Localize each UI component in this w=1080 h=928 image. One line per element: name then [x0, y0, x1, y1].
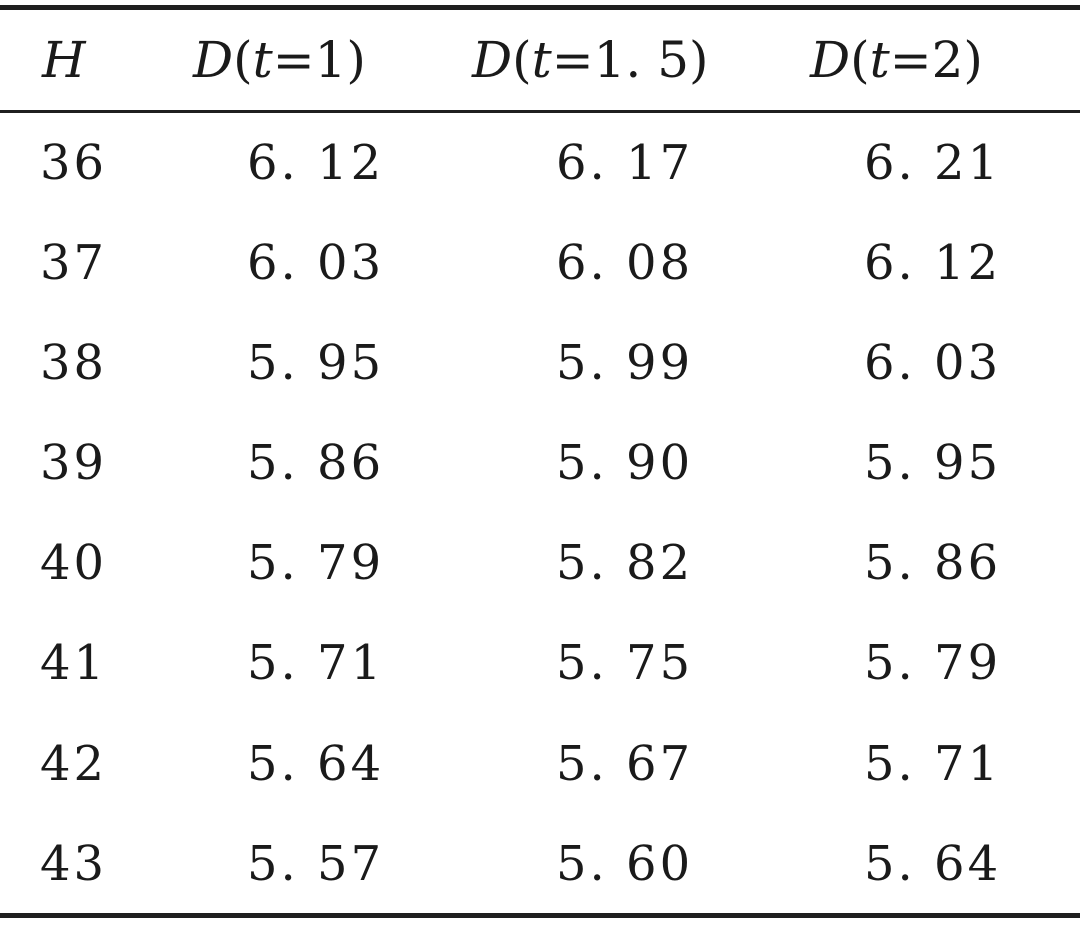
cell-d-t2: 6. 21 [864, 135, 1002, 191]
cell-d-t1: 5. 79 [247, 535, 385, 592]
header-d-t1-5: D(t=1. 5) [472, 10, 709, 110]
header-d-t1-5-open: ( [512, 31, 532, 89]
header-h: H [42, 10, 86, 110]
table-bottom-rule [0, 913, 1080, 918]
table-row: 36 6. 12 6. 17 6. 21 [0, 113, 1080, 213]
cell-d-t1-5: 5. 67 [556, 735, 694, 792]
cell-d-t1-5: 5. 99 [556, 335, 694, 392]
cell-d-t1: 6. 12 [247, 135, 385, 191]
cell-h: 38 [40, 335, 108, 392]
cell-h: 41 [40, 635, 108, 692]
header-d-t1-t: t [252, 31, 273, 89]
header-h-label: H [42, 31, 86, 89]
table-row: 40 5. 79 5. 82 5. 86 [0, 513, 1080, 613]
header-d-t1-5-var: D [472, 31, 513, 89]
table-row: 39 5. 86 5. 90 5. 95 [0, 413, 1080, 513]
header-d-t1-rest: =1) [272, 31, 366, 89]
cell-d-t1: 5. 86 [247, 435, 385, 492]
cell-d-t1-5: 5. 60 [556, 835, 694, 892]
cell-d-t1: 5. 57 [247, 835, 385, 892]
header-d-t1-5-t: t [531, 31, 552, 89]
cell-d-t1: 5. 71 [247, 635, 385, 692]
table-top-rule [0, 5, 1080, 10]
table-row: 41 5. 71 5. 75 5. 79 [0, 613, 1080, 713]
cell-h: 39 [40, 435, 108, 492]
cell-d-t2: 5. 64 [864, 835, 1002, 892]
header-d-t1-open: ( [233, 31, 253, 89]
cell-h: 43 [40, 835, 108, 892]
cell-d-t1-5: 5. 82 [556, 535, 694, 592]
cell-d-t2: 5. 86 [864, 535, 1002, 592]
table-header-row: H D(t=1) D(t=1. 5) D(t=2) [0, 10, 1080, 110]
cell-h: 36 [40, 135, 108, 191]
table-row: 38 5. 95 5. 99 6. 03 [0, 313, 1080, 413]
cell-d-t1-5: 5. 90 [556, 435, 694, 492]
table-body: 36 6. 12 6. 17 6. 21 37 6. 03 6. 08 6. 1… [0, 113, 1080, 914]
cell-d-t2: 5. 95 [864, 435, 1002, 492]
table-row: 43 5. 57 5. 60 5. 64 [0, 814, 1080, 914]
table-row: 37 6. 03 6. 08 6. 12 [0, 213, 1080, 313]
cell-h: 40 [40, 535, 108, 592]
cell-d-t1: 5. 95 [247, 335, 385, 392]
cell-d-t2: 6. 12 [864, 235, 1002, 292]
table-row: 42 5. 64 5. 67 5. 71 [0, 714, 1080, 814]
header-d-t2-rest: =2) [889, 31, 983, 89]
header-d-t2-open: ( [850, 31, 870, 89]
header-d-t2: D(t=2) [810, 10, 983, 110]
header-d-t1-var: D [193, 31, 234, 89]
header-d-t2-t: t [869, 31, 890, 89]
cell-d-t2: 5. 71 [864, 735, 1002, 792]
cell-d-t1: 6. 03 [247, 235, 385, 292]
cell-d-t2: 5. 79 [864, 635, 1002, 692]
cell-h: 37 [40, 235, 108, 292]
cell-d-t1: 5. 64 [247, 735, 385, 792]
cell-d-t2: 6. 03 [864, 335, 1002, 392]
header-d-t2-var: D [810, 31, 851, 89]
cell-d-t1-5: 6. 08 [556, 235, 694, 292]
table-header-rule [0, 110, 1080, 113]
header-d-t1-5-rest: =1. 5) [551, 31, 709, 89]
cell-h: 42 [40, 735, 108, 792]
cell-d-t1-5: 5. 75 [556, 635, 694, 692]
header-d-t1: D(t=1) [193, 10, 366, 110]
cell-d-t1-5: 6. 17 [556, 135, 694, 191]
